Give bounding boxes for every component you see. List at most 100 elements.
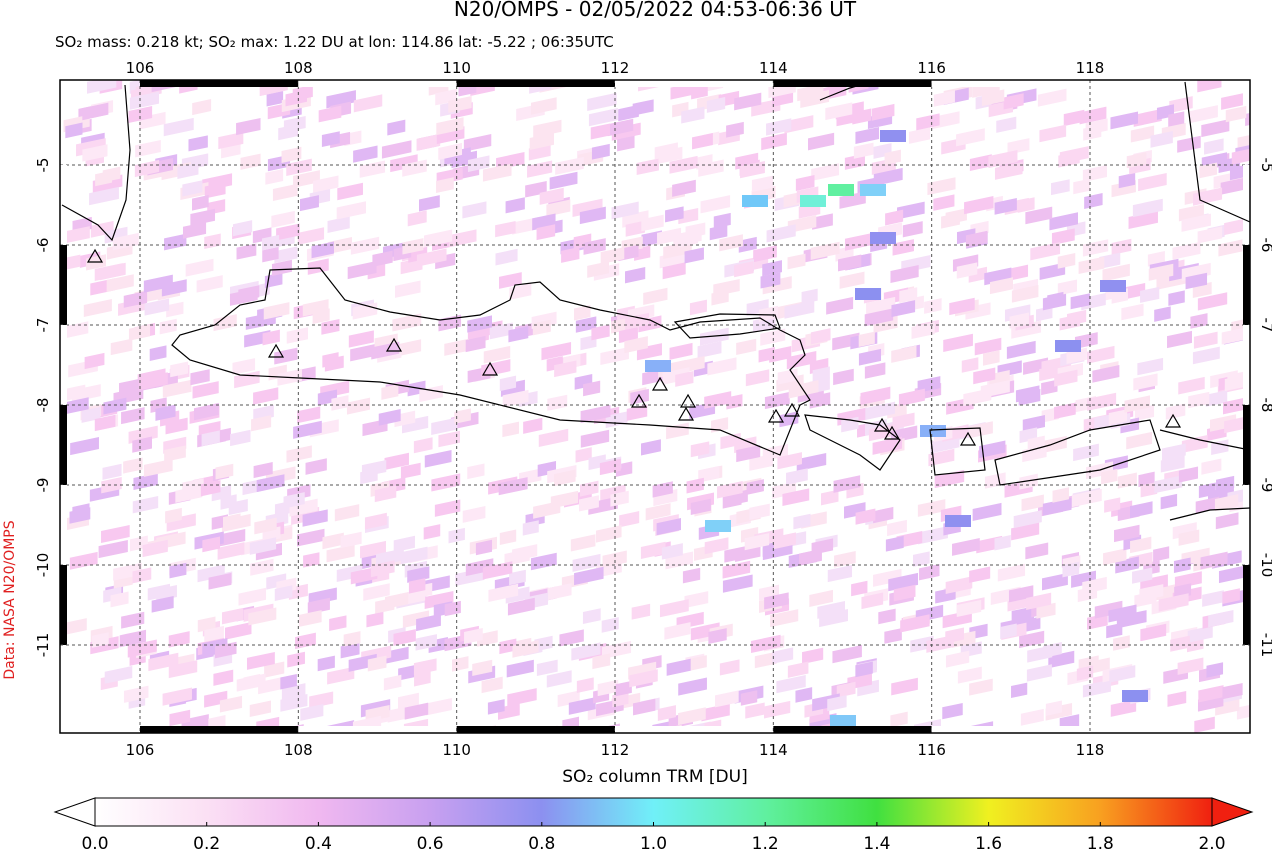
so2-pixel	[571, 642, 601, 661]
so2-pixel	[629, 669, 658, 688]
so2-pixel	[1051, 179, 1070, 196]
so2-pixel	[249, 537, 277, 555]
so2-pixel	[1177, 657, 1204, 675]
so2-pixel	[1071, 488, 1102, 508]
so2-pixel	[762, 276, 792, 295]
so2-pixel	[119, 629, 147, 648]
so2-pixel	[636, 158, 659, 176]
so2-pixel	[164, 233, 187, 251]
so2-pixel	[104, 665, 133, 684]
so2-pixel	[424, 449, 452, 468]
so2-pixel	[1108, 409, 1128, 426]
so2-pixel	[1082, 576, 1107, 595]
so2-pixel	[1140, 286, 1160, 303]
so2-pixel	[387, 119, 406, 136]
lat-label-left: -7	[34, 318, 52, 333]
so2-pixel	[481, 676, 503, 694]
so2-pixel	[190, 208, 216, 226]
so2-pixel	[148, 652, 179, 672]
so2-pixel	[1249, 682, 1250, 701]
so2-pixel	[1138, 173, 1167, 192]
so2-pixel	[1188, 391, 1210, 409]
so2-pixel	[855, 288, 881, 300]
lat-label-right: -11	[1258, 633, 1272, 658]
so2-pixel	[465, 335, 486, 353]
so2-pixel	[393, 535, 415, 553]
so2-pixel	[626, 404, 648, 421]
so2-pixel	[772, 647, 794, 664]
so2-pixel	[800, 195, 826, 207]
so2-pixel	[1079, 106, 1107, 125]
so2-pixel	[376, 548, 404, 567]
so2-pixel	[202, 536, 220, 553]
colorbar-under	[53, 797, 96, 827]
so2-pixel	[1006, 340, 1036, 359]
so2-pixel	[1110, 699, 1137, 717]
so2-pixel	[1140, 481, 1158, 498]
so2-pixel	[704, 537, 729, 555]
so2-pixel	[383, 674, 402, 691]
so2-pixel	[1087, 392, 1117, 411]
so2-pixel	[945, 627, 965, 644]
so2-pixel	[933, 90, 955, 107]
so2-pixel	[554, 469, 576, 487]
so2-pixel	[779, 411, 799, 428]
so2-pixel	[162, 687, 192, 706]
so2-pixel	[1013, 510, 1042, 529]
so2-pixel	[640, 541, 666, 560]
volcano-markers	[86, 248, 1182, 446]
so2-pixel	[253, 387, 279, 405]
so2-pixel	[165, 507, 182, 524]
so2-pixel	[1224, 217, 1249, 236]
so2-pixel	[502, 421, 519, 438]
so2-pixel	[666, 658, 692, 676]
so2-pixel	[573, 305, 591, 321]
so2-pixel	[1221, 326, 1250, 345]
lon-label-bottom: 110	[442, 741, 471, 759]
so2-pixel	[214, 641, 237, 659]
so2-pixel	[128, 324, 151, 341]
so2-pixel	[1199, 162, 1218, 179]
so2-pixel	[897, 201, 925, 220]
so2-pixel	[945, 515, 971, 527]
so2-pixel	[707, 357, 737, 376]
so2-pixel	[487, 699, 505, 715]
frame-bar	[60, 565, 67, 645]
so2-pixel	[204, 182, 226, 199]
so2-pixel	[1122, 690, 1148, 702]
so2-pixel	[1193, 187, 1223, 206]
coastlines	[61, 81, 1250, 521]
so2-pixel	[223, 513, 241, 530]
so2-pixel	[193, 402, 219, 421]
so2-pixel	[1026, 592, 1052, 610]
so2-pixel	[400, 462, 421, 479]
so2-pixel	[661, 543, 683, 560]
so2-pixel	[168, 660, 198, 679]
so2-pixel	[770, 609, 799, 628]
so2-pixel	[522, 520, 539, 536]
so2-pixel	[1042, 497, 1072, 516]
so2-pixel	[70, 437, 99, 456]
so2-pixel	[736, 338, 757, 356]
so2-pixel	[601, 617, 619, 633]
so2-pixel	[1062, 561, 1080, 578]
so2-pixel	[1017, 197, 1035, 213]
so2-pixel	[994, 198, 1017, 215]
so2-pixel	[742, 195, 768, 207]
so2-pixel	[632, 99, 654, 116]
so2-pixel	[309, 691, 334, 709]
so2-pixel	[579, 495, 599, 512]
so2-pixel	[523, 417, 543, 434]
lon-label-bottom: 112	[601, 741, 630, 759]
so2-pixel	[98, 539, 128, 559]
so2-pixel	[541, 341, 572, 361]
so2-pixel	[253, 462, 273, 479]
so2-pixel	[844, 153, 865, 170]
so2-pixel	[533, 119, 562, 138]
so2-pixel	[312, 308, 330, 324]
so2-pixel	[299, 195, 319, 212]
so2-pixel	[236, 117, 261, 136]
so2-pixel	[102, 463, 122, 480]
so2-pixel	[1181, 213, 1211, 232]
so2-pixel	[994, 161, 1023, 180]
